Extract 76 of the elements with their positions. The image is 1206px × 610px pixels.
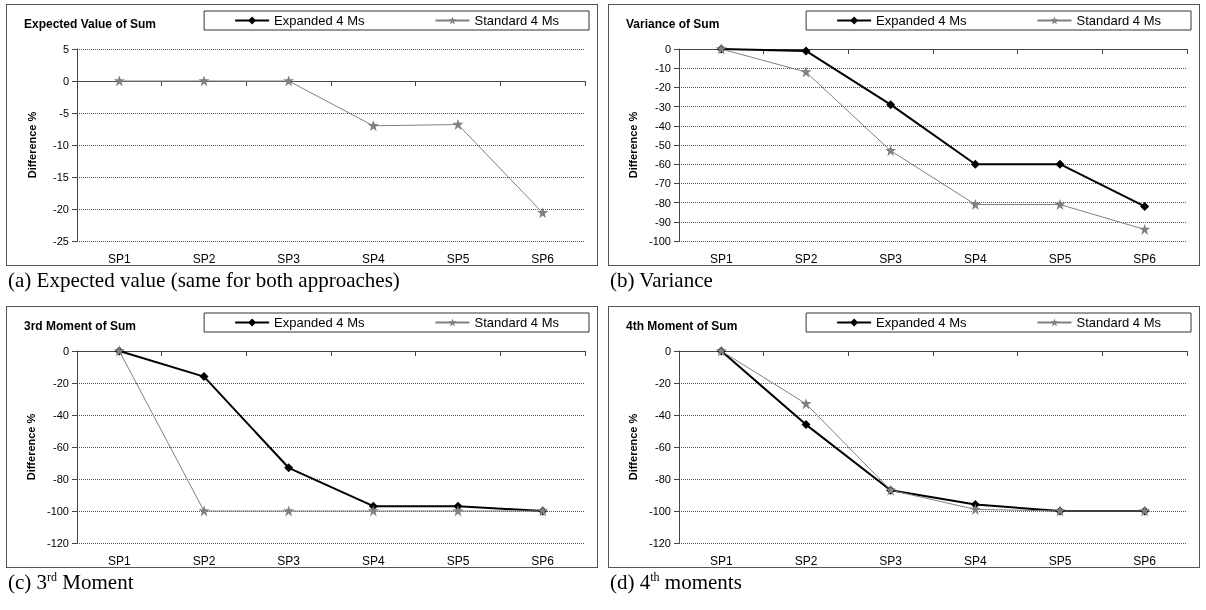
x-tick-label: SP4 [963,252,987,266]
y-tick-label: -15 [53,171,69,183]
y-tick-label: -40 [655,409,671,421]
text: (d) 4$^{th}$ moments [610,570,742,595]
x-tick-label: SP4 [361,252,385,266]
x-tick-label: SP1 [107,554,131,568]
chart-title: 4th Moment of Sum [626,319,738,333]
x-tick-label: SP6 [1133,554,1157,568]
x-tick-label: SP5 [446,252,470,266]
y-tick-label: -80 [53,473,69,485]
text: (a) Expected value (same for both approaches) [8,268,400,293]
y-tick-label: -25 [53,235,69,247]
y-tick-label: -120 [648,537,671,549]
y-tick-label: 0 [664,43,671,55]
legend-label: Standard 4 Ms [1076,13,1162,28]
y-tick-label: -40 [53,409,69,421]
y-tick-label: -20 [53,377,69,389]
x-tick-label: SP3 [879,554,903,568]
legend-label: Expanded 4 Ms [274,13,365,28]
x-tick-label: SP4 [963,554,987,568]
legend-label: Standard 4 Ms [1076,315,1162,330]
x-tick-label: SP5 [446,554,470,568]
y-tick-label: -100 [46,505,69,517]
x-tick-label: SP2 [794,554,818,568]
x-tick-label: SP2 [794,252,818,266]
x-tick-label: SP1 [107,252,131,266]
y-tick-label: -40 [655,119,671,132]
y-tick-label: -90 [655,215,671,228]
x-tick-label: SP2 [192,252,216,266]
x-tick-label: SP5 [1048,554,1072,568]
y-tick-label: -10 [53,139,69,151]
legend-label: Expanded 4 Ms [876,13,967,28]
y-axis-title: Difference % [25,111,38,179]
y-tick-label: -80 [655,473,671,485]
legend-label: Standard 4 Ms [474,13,560,28]
x-tick-label: SP5 [1048,252,1072,266]
x-tick-label: SP6 [1133,252,1157,266]
y-tick-label: -20 [655,81,671,94]
y-axis-title: Difference % [24,413,37,481]
y-tick-label: 5 [62,43,69,55]
x-tick-label: SP2 [192,554,216,568]
y-tick-label: -20 [53,203,69,215]
y-tick-label: -10 [655,62,671,75]
y-tick-label: -120 [46,537,69,549]
x-tick-label: SP4 [361,554,385,568]
y-tick-label: 0 [62,75,69,87]
y-tick-label: -5 [59,107,69,119]
text: (c) 3$^{rd}$ Moment [8,570,134,595]
y-tick-label: -20 [655,377,671,389]
x-tick-label: SP6 [531,554,555,568]
y-tick-label: -100 [648,235,671,247]
x-tick-label: SP6 [531,252,555,266]
x-tick-label: SP1 [709,554,733,568]
y-tick-label: -30 [655,100,671,113]
legend-label: Standard 4 Ms [474,315,560,330]
y-tick-label: -80 [655,196,671,209]
y-tick-label: -50 [655,139,671,151]
y-tick-label: -70 [655,177,671,190]
legend-label: Expanded 4 Ms [876,315,967,330]
y-tick-label: 0 [664,345,671,357]
y-axis-title: Difference % [626,413,639,481]
legend-label: Expanded 4 Ms [274,315,365,330]
x-tick-label: SP3 [879,252,903,266]
chart-title: 3rd Moment of Sum [24,319,137,333]
y-tick-label: 0 [62,345,69,357]
y-tick-label: -60 [655,441,671,453]
x-tick-label: SP3 [277,554,301,568]
chart-title: Expected Value of Sum [24,17,157,31]
chart-title: Variance of Sum [626,17,720,31]
text: (b) Variance [610,268,713,293]
x-tick-label: SP1 [709,252,733,266]
y-tick-label: -100 [648,505,671,517]
y-tick-label: -60 [655,158,671,171]
y-axis-title: Difference % [626,111,639,179]
x-tick-label: SP3 [277,252,301,266]
y-tick-label: -60 [53,441,69,453]
